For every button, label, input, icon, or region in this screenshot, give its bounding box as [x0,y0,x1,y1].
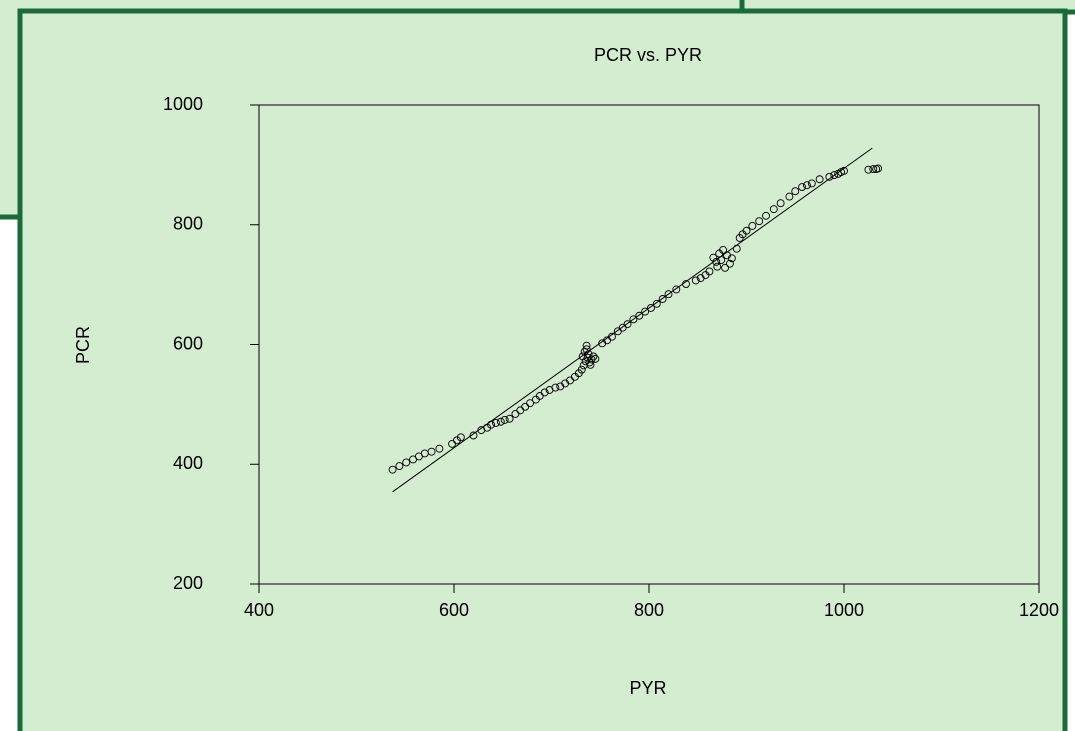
data-point [469,431,478,440]
data-point [874,164,883,173]
x-tick-label: 1200 [1019,600,1059,620]
data-point [658,295,667,303]
data-point [769,205,778,214]
data-point [540,388,549,397]
data-point [402,458,411,467]
data-point [505,414,514,423]
data-point [526,399,534,408]
data-point [807,179,816,188]
data-point [709,253,718,262]
data-point [864,165,873,174]
data-point [791,187,800,196]
data-point [798,183,807,191]
data-point [652,299,661,308]
data-point [551,383,560,392]
data-point [586,360,595,369]
data-point [635,311,644,320]
data-point [713,262,722,271]
data-point [803,181,811,190]
y-tick-label: 600 [173,333,203,353]
x-tick-label: 800 [634,600,664,620]
data-point [691,276,700,285]
data-point [776,199,785,208]
data-point [647,304,655,312]
y-tick-label: 800 [173,214,203,234]
y-tick-label: 200 [173,573,203,593]
data-point [589,352,598,361]
data-point [577,365,586,374]
data-point [725,259,734,268]
data-point [629,315,638,324]
data-point [672,285,681,294]
data-point [395,462,404,470]
data-point [641,307,650,316]
trend-line [392,147,873,493]
chart-panel [17,8,1068,731]
y-axis-label: PCR [73,326,93,364]
data-point [869,165,878,174]
data-point [427,447,436,456]
data-point [830,171,839,180]
x-tick-label: 400 [244,600,274,620]
data-point [705,267,714,276]
data-point [491,418,500,427]
data-point [742,226,751,235]
data-point [623,320,632,329]
x-tick-label: 1000 [824,600,864,620]
y-tick-label: 1000 [163,94,203,114]
data-point [500,415,509,424]
x-tick-label: 600 [439,600,469,620]
data-point [727,254,736,263]
data-point [785,192,794,201]
data-point [582,341,591,350]
data-point [755,217,764,226]
data-point [815,175,824,184]
chart-title: PCR vs. PYR [594,45,702,65]
data-point [664,290,673,299]
x-axis-label: PYR [629,678,666,698]
data-point [719,245,728,254]
data-point [591,354,600,363]
data-point [762,211,770,220]
data-point [748,221,757,230]
data-point [388,465,397,474]
data-point [721,263,729,272]
data-point [435,444,444,453]
y-tick-label: 400 [173,453,203,473]
data-point [496,417,505,426]
data-point [456,433,465,442]
